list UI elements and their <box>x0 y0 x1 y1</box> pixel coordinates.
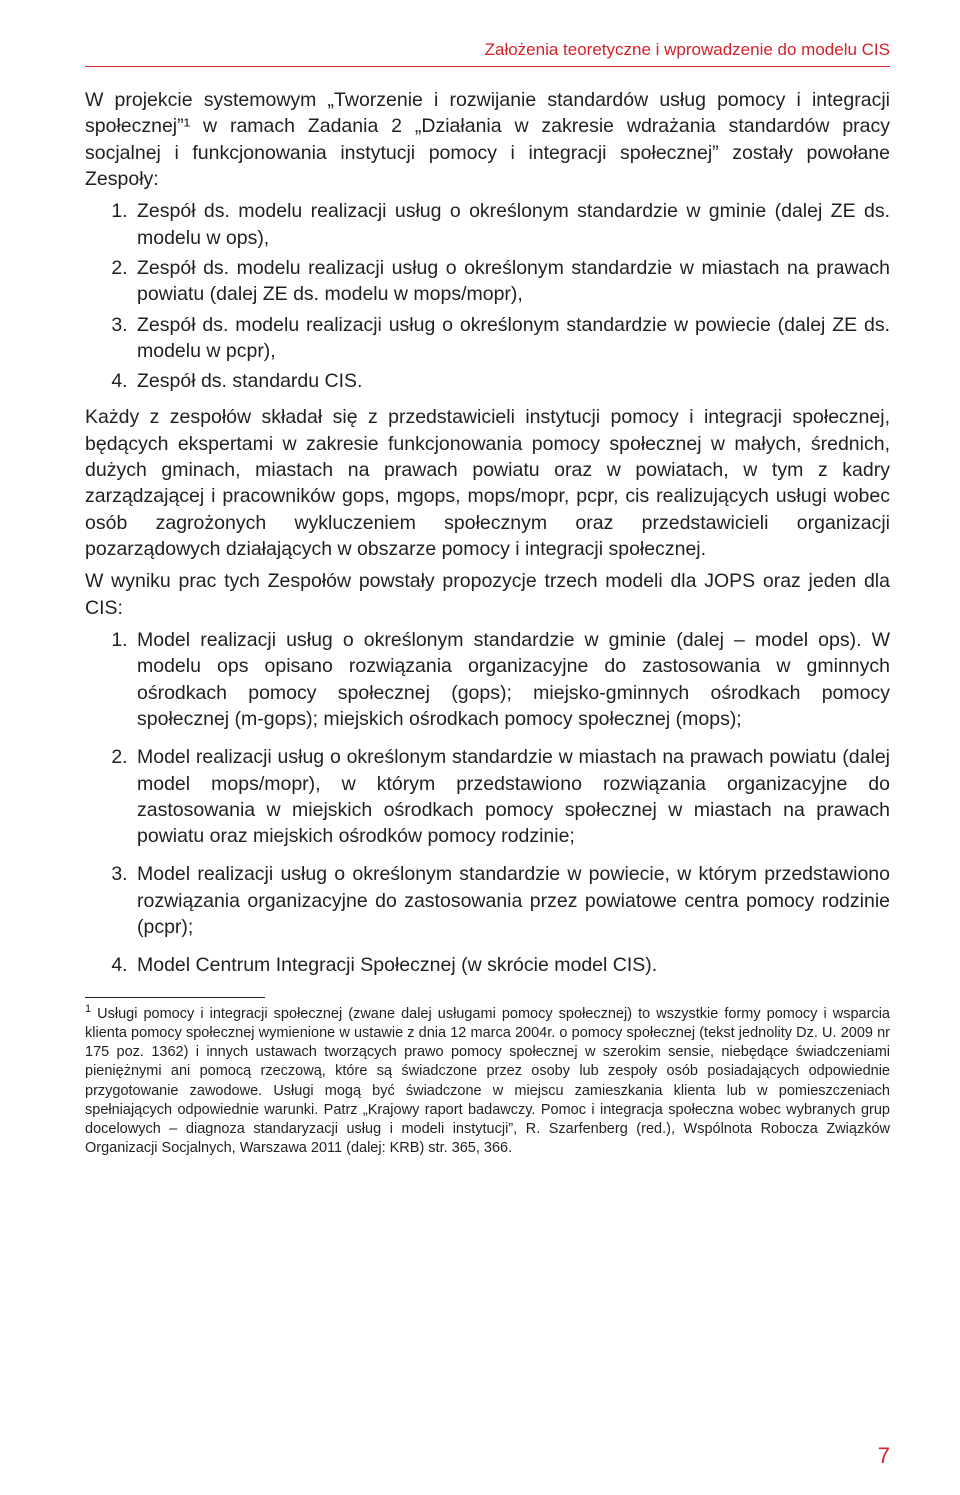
list-item: Zespół ds. modelu realizacji usług o okr… <box>133 198 890 251</box>
footnote-text: Usługi pomocy i integracji społecznej (z… <box>85 1006 890 1157</box>
footnote-separator <box>85 997 265 998</box>
page: Założenia teoretyczne i wprowadzenie do … <box>0 0 960 1495</box>
list-teams: Zespół ds. modelu realizacji usług o okr… <box>85 198 890 394</box>
paragraph-body: Każdy z zespołów składał się z przedstaw… <box>85 404 890 562</box>
paragraph-body: W wyniku prac tych Zespołów powstały pro… <box>85 568 890 621</box>
page-number: 7 <box>878 1443 890 1469</box>
list-item: Zespół ds. modelu realizacji usług o okr… <box>133 312 890 365</box>
list-models: Model realizacji usług o określonym stan… <box>85 627 890 979</box>
footnote: 1Usługi pomocy i integracji społecznej (… <box>85 1002 890 1159</box>
list-item: Model realizacji usług o określonym stan… <box>133 861 890 940</box>
footnote-marker: 1 <box>85 1003 97 1015</box>
running-header: Założenia teoretyczne i wprowadzenie do … <box>85 40 890 67</box>
list-item: Zespół ds. standardu CIS. <box>133 368 890 394</box>
list-item: Model Centrum Integracji Społecznej (w s… <box>133 952 890 978</box>
list-item: Model realizacji usług o określonym stan… <box>133 744 890 849</box>
paragraph-intro: W projekcie systemowym „Tworzenie i rozw… <box>85 87 890 192</box>
list-item: Model realizacji usług o określonym stan… <box>133 627 890 732</box>
list-item: Zespół ds. modelu realizacji usług o okr… <box>133 255 890 308</box>
